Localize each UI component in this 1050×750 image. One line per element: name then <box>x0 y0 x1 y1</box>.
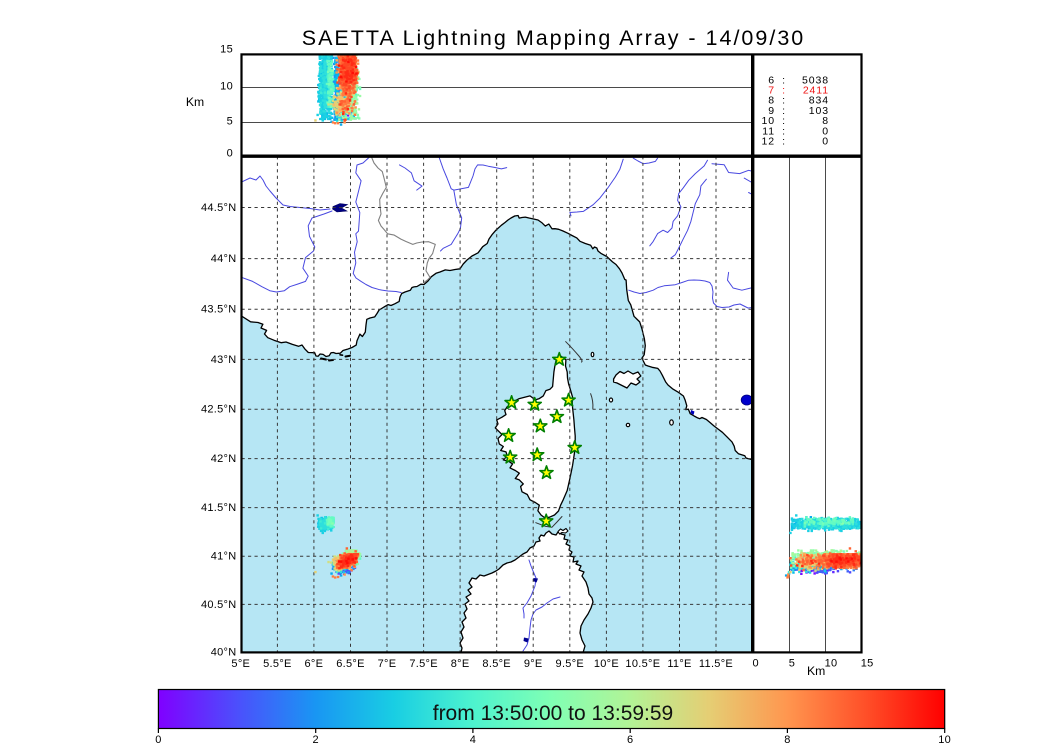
svg-text:10: 10 <box>938 734 951 746</box>
svg-text:6.5°E: 6.5°E <box>336 658 365 670</box>
svg-text:6: 6 <box>768 74 775 86</box>
svg-text:103: 103 <box>809 105 829 117</box>
svg-text:4: 4 <box>470 734 476 746</box>
svg-text:11.5°E: 11.5°E <box>699 658 733 670</box>
svg-text:7.5°E: 7.5°E <box>409 658 438 670</box>
svg-text:2: 2 <box>312 734 318 746</box>
svg-text:SAETTA Lightning Mapping Array: SAETTA Lightning Mapping Array - 14/09/3… <box>302 26 806 50</box>
svg-text:8: 8 <box>768 95 775 107</box>
svg-text:12: 12 <box>762 136 775 148</box>
svg-text::: : <box>782 95 785 107</box>
svg-text:43.5°N: 43.5°N <box>201 304 237 316</box>
svg-text:2411: 2411 <box>803 85 829 97</box>
svg-text:15: 15 <box>861 658 874 670</box>
svg-text:11°E: 11°E <box>667 658 691 670</box>
svg-text:5: 5 <box>789 658 795 670</box>
svg-text:42.5°N: 42.5°N <box>201 404 237 416</box>
svg-text:10.5°E: 10.5°E <box>625 658 660 670</box>
svg-text:9.5°E: 9.5°E <box>556 658 585 670</box>
svg-text:0: 0 <box>822 136 829 148</box>
svg-text:Km: Km <box>186 95 204 109</box>
svg-text:9°E: 9°E <box>524 658 543 670</box>
svg-text::: : <box>782 115 785 127</box>
svg-text:40.5°N: 40.5°N <box>201 599 237 611</box>
svg-text:42°N: 42°N <box>211 453 237 465</box>
svg-text::: : <box>782 136 785 148</box>
svg-text:0: 0 <box>822 125 829 137</box>
svg-text:834: 834 <box>809 95 829 107</box>
svg-text:Km: Km <box>807 664 825 678</box>
svg-text:8: 8 <box>822 115 829 127</box>
svg-text:0: 0 <box>155 734 161 746</box>
svg-text::: : <box>782 85 785 97</box>
svg-text:15: 15 <box>220 44 233 56</box>
svg-text:7°E: 7°E <box>378 658 397 670</box>
svg-text:8°E: 8°E <box>451 658 470 670</box>
svg-text:41°N: 41°N <box>211 551 237 563</box>
svg-text:10: 10 <box>762 115 775 127</box>
svg-text:6°E: 6°E <box>305 658 324 670</box>
svg-text:10°E: 10°E <box>594 658 619 670</box>
svg-text:0: 0 <box>752 658 758 670</box>
svg-text:5°E: 5°E <box>231 658 250 670</box>
svg-text:43°N: 43°N <box>211 354 237 366</box>
svg-text:41.5°N: 41.5°N <box>201 502 237 514</box>
svg-text:44°N: 44°N <box>211 253 237 265</box>
svg-text::: : <box>782 125 785 137</box>
svg-text:40°N: 40°N <box>211 647 237 659</box>
svg-text:0: 0 <box>227 148 233 160</box>
svg-text:11: 11 <box>762 125 775 137</box>
svg-text:5.5°E: 5.5°E <box>263 658 292 670</box>
svg-text:9: 9 <box>768 105 775 117</box>
svg-text::: : <box>782 74 785 86</box>
svg-text:8: 8 <box>784 734 790 746</box>
svg-text:6: 6 <box>627 734 633 746</box>
svg-text::: : <box>782 105 785 117</box>
svg-text:44.5°N: 44.5°N <box>201 202 237 214</box>
svg-text:from 13:50:00 to 13:59:59: from 13:50:00 to 13:59:59 <box>433 702 674 725</box>
svg-text:5038: 5038 <box>802 74 829 86</box>
svg-text:8.5°E: 8.5°E <box>482 658 511 670</box>
svg-text:10: 10 <box>825 658 838 670</box>
svg-text:10: 10 <box>220 81 233 93</box>
svg-text:5: 5 <box>227 116 233 128</box>
svg-text:7: 7 <box>768 85 775 97</box>
